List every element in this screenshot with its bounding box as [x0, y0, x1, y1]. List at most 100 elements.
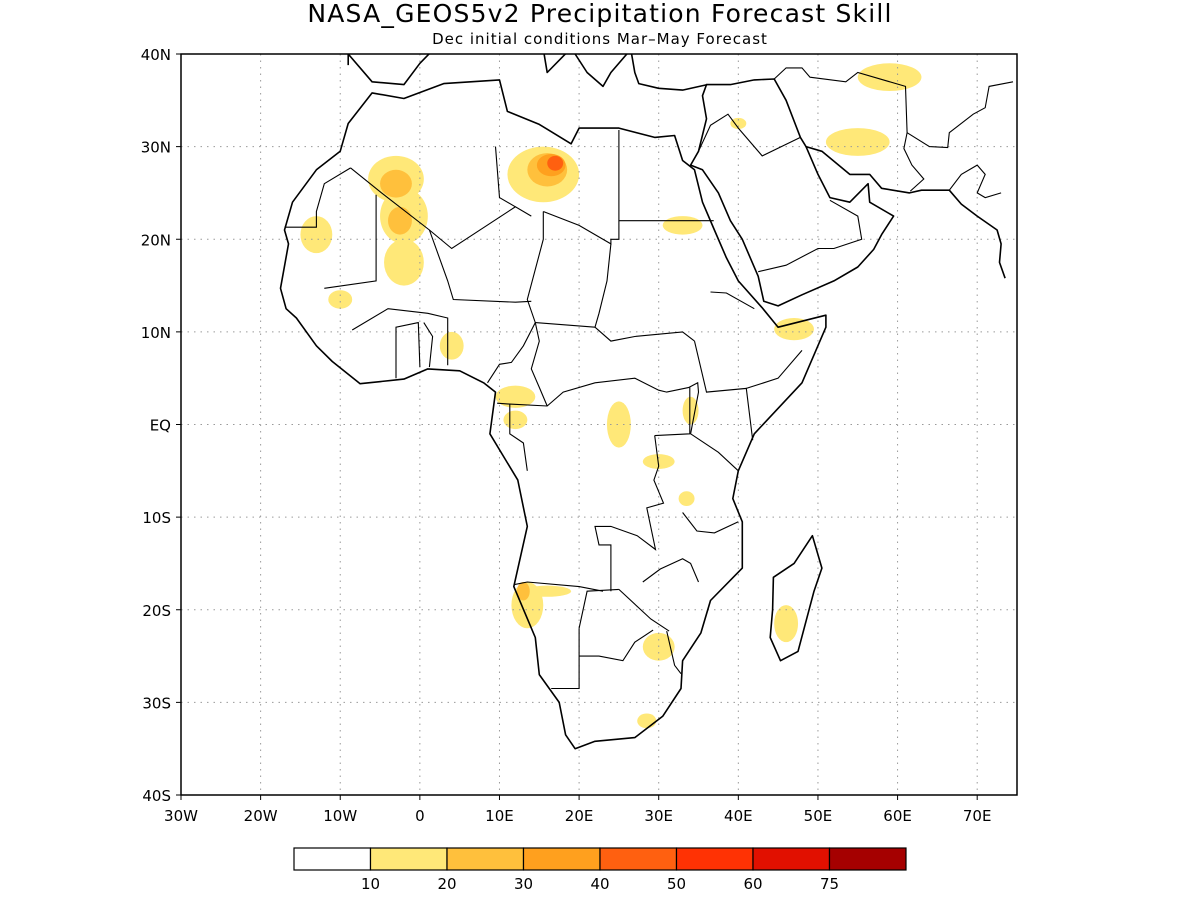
skill-region	[774, 317, 814, 341]
coastline-persia	[805, 145, 1006, 279]
coastline-madagascar	[769, 534, 823, 662]
colorbar-swatch	[828, 847, 907, 871]
colorbar-label: 60	[743, 875, 762, 893]
skill-region	[300, 216, 333, 254]
x-tick-label: 20W	[244, 807, 278, 825]
skill-region	[388, 206, 412, 235]
skill-colorbar: 10 20 30 40 50 60 75	[293, 847, 907, 893]
map-subtitle: Dec initial conditions Mar–May Forecast	[432, 30, 768, 48]
skill-region	[380, 169, 412, 198]
skill-region	[495, 385, 536, 408]
colorbar-label: 20	[437, 875, 456, 893]
y-tick-label: 10S	[142, 509, 171, 527]
y-tick-label: 40N	[141, 46, 171, 64]
country-border	[579, 629, 654, 662]
skill-region	[547, 155, 564, 171]
x-tick-label: 70E	[963, 807, 992, 825]
x-tick-label: 0	[415, 807, 425, 825]
country-border	[395, 321, 421, 379]
country-border	[682, 512, 739, 534]
country-border	[758, 199, 863, 273]
colorbar-swatch	[446, 847, 525, 871]
skill-region	[328, 290, 353, 309]
skill-region	[857, 63, 922, 92]
country-border	[746, 350, 803, 389]
plot-area	[181, 54, 1017, 795]
country-border	[710, 291, 755, 310]
country-border	[497, 377, 690, 407]
country-border	[487, 322, 536, 384]
x-tick-label: 30W	[164, 807, 198, 825]
country-border	[494, 146, 516, 208]
coastline-mediterranean	[347, 54, 708, 91]
country-border	[324, 194, 377, 289]
skill-region	[516, 581, 530, 601]
colorbar-label: 10	[361, 875, 380, 893]
skill-region	[523, 585, 572, 597]
colorbar-swatch	[522, 847, 601, 871]
country-border	[578, 588, 619, 629]
x-tick-label: 50E	[804, 807, 833, 825]
country-border	[526, 211, 548, 407]
country-border	[594, 243, 695, 342]
y-tick-label: EQ	[150, 417, 171, 435]
country-border	[693, 340, 754, 441]
x-tick-label: 10E	[485, 807, 514, 825]
latitude-axis: 40N 30N 20N 10N EQ 10S 20S 30S 40S	[141, 46, 181, 805]
coastline-africa	[279, 79, 827, 750]
colorbar-swatch	[369, 847, 448, 871]
y-tick-label: 30N	[141, 139, 171, 157]
country-border	[688, 381, 739, 472]
skill-region	[637, 713, 657, 729]
country-border	[698, 113, 801, 157]
country-border	[654, 387, 691, 437]
country-border	[773, 67, 925, 192]
country-border	[642, 558, 700, 583]
colorbar-swatch	[599, 847, 678, 871]
colorbar-label: 75	[820, 875, 839, 893]
country-border	[948, 164, 1002, 199]
skill-region	[682, 396, 699, 425]
coastlines	[279, 54, 1006, 750]
country-border	[513, 581, 604, 592]
coastline-arabia	[689, 78, 895, 307]
map-title: NASA_GEOS5v2 Precipitation Forecast Skil…	[307, 0, 892, 28]
colorbar-swatch	[293, 847, 372, 871]
country-border	[551, 628, 580, 690]
skill-region	[774, 605, 799, 643]
country-border	[594, 435, 665, 592]
x-tick-label: 10W	[323, 807, 357, 825]
country-border	[535, 322, 596, 328]
x-tick-label: 30E	[644, 807, 673, 825]
colorbar-label: 30	[514, 875, 533, 893]
country-border	[350, 167, 532, 250]
colorbar-label: 50	[667, 875, 686, 893]
x-tick-label: 20E	[565, 807, 594, 825]
skill-region	[642, 454, 675, 469]
skill-region	[384, 239, 424, 286]
country-borders	[284, 67, 1014, 690]
y-tick-label: 20N	[141, 231, 171, 249]
country-border	[509, 404, 528, 471]
country-border	[618, 588, 670, 632]
skill-region	[439, 331, 464, 360]
x-tick-label: 40E	[724, 807, 753, 825]
country-border	[666, 630, 682, 675]
colorbar-swatch	[752, 847, 831, 871]
country-border	[423, 322, 434, 368]
skill-region	[503, 410, 528, 430]
colorbar-label: 40	[590, 875, 609, 893]
y-tick-label: 30S	[142, 694, 171, 712]
y-tick-label: 10N	[141, 324, 171, 342]
colorbar-swatch	[675, 847, 754, 871]
skill-region	[606, 401, 631, 448]
x-tick-label: 60E	[883, 807, 912, 825]
y-tick-label: 40S	[142, 787, 171, 805]
y-tick-label: 20S	[142, 602, 171, 620]
country-border	[428, 229, 532, 303]
skill-region	[730, 117, 747, 130]
country-border	[284, 167, 351, 228]
skill-region	[678, 491, 695, 507]
map-gridlines	[181, 54, 1017, 795]
